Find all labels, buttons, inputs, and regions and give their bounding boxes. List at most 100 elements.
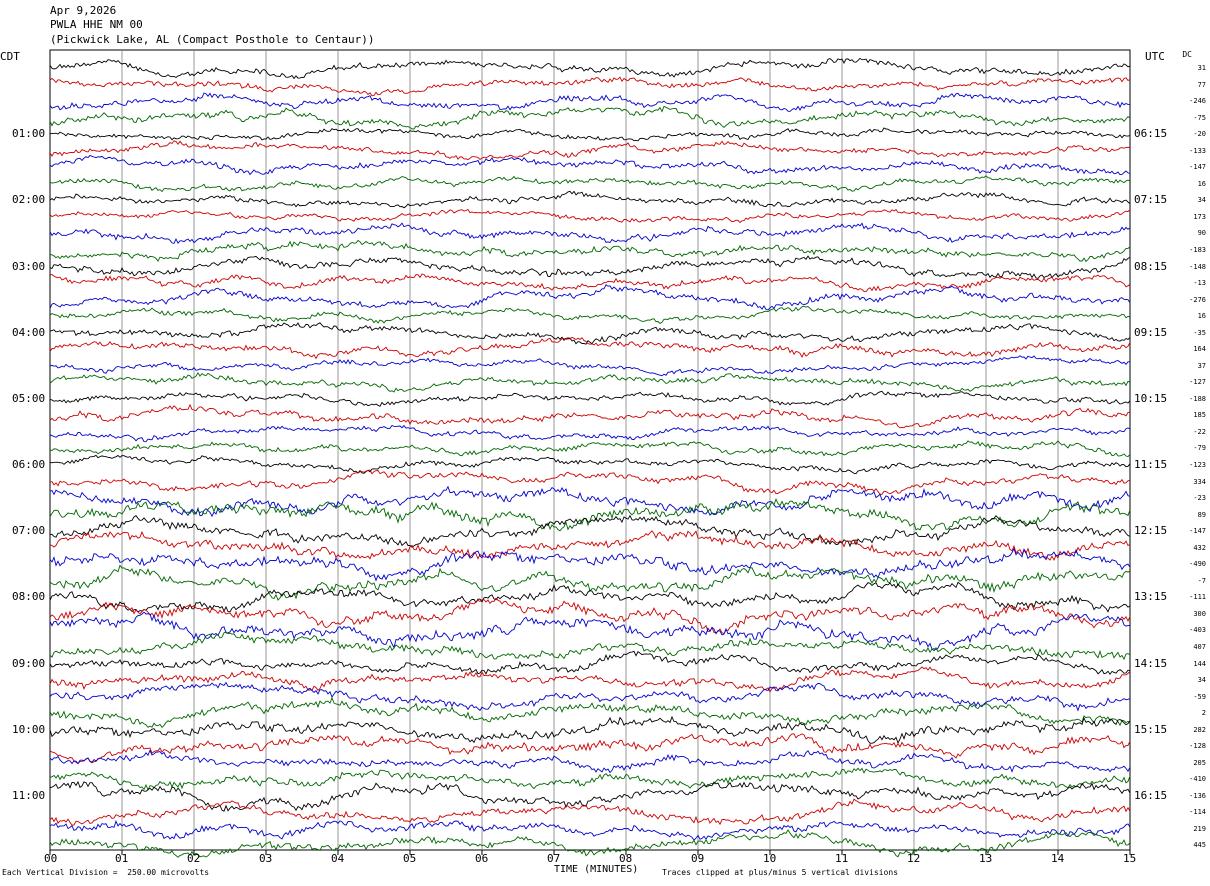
station-location: (Pickwick Lake, AL (Compact Posthole to …: [50, 33, 375, 46]
seismic-trace: [49, 767, 1131, 791]
seismic-trace: [49, 190, 1131, 209]
seismic-trace: [49, 547, 1131, 582]
cdt-hour-label: 10:00: [12, 722, 46, 736]
dc-offset-value: 34: [1197, 196, 1206, 205]
seismic-trace: [49, 514, 1131, 548]
scale-note: Each Vertical Division = 250.00 microvol…: [2, 868, 210, 877]
utc-hour-label: 12:15: [1134, 524, 1168, 538]
cdt-hour-label: 04:00: [12, 325, 46, 339]
seismic-trace: [49, 666, 1131, 693]
seismic-trace: [49, 322, 1131, 345]
x-tick-label: 11: [835, 852, 849, 865]
seismic-trace: [49, 498, 1131, 532]
dc-offset-value: -114: [1189, 808, 1206, 817]
dc-offset-value: -147: [1189, 163, 1206, 172]
x-tick-label: 01: [115, 852, 129, 865]
dc-offset-value: 205: [1193, 758, 1206, 767]
dc-offset-value: -136: [1189, 791, 1206, 800]
seismic-trace: [49, 305, 1131, 324]
cdt-hour-label: 07:00: [12, 524, 46, 538]
seismic-trace: [49, 650, 1131, 675]
seismic-trace: [49, 597, 1131, 635]
dc-offset-value: -111: [1189, 593, 1206, 602]
dc-offset-value: -13: [1193, 279, 1206, 288]
seismic-trace: [49, 336, 1131, 360]
dc-offset-value: 334: [1193, 477, 1206, 486]
utc-hour-label: 07:15: [1134, 193, 1168, 207]
dc-offset-value: 77: [1197, 80, 1206, 89]
dc-offset-value: 90: [1197, 229, 1206, 238]
seismic-trace: [49, 424, 1131, 443]
seismic-trace: [49, 780, 1131, 812]
seismic-trace: [49, 255, 1131, 279]
dc-offset-value: -20: [1193, 130, 1206, 139]
dc-offset-value: -23: [1193, 494, 1206, 503]
cdt-hour-label: 03:00: [12, 259, 46, 273]
seismic-trace: [49, 127, 1131, 142]
seismic-trace: [49, 631, 1131, 661]
x-tick-label: 15: [1123, 852, 1137, 865]
dc-offset-value: -75: [1193, 113, 1206, 122]
cdt-hour-label: 06:00: [12, 458, 46, 471]
x-tick-label: 12: [907, 852, 921, 865]
dc-offset-value: 407: [1193, 642, 1206, 651]
seismic-trace: [49, 403, 1131, 429]
dc-offset-value: 219: [1193, 824, 1206, 833]
seismic-trace: [49, 469, 1131, 495]
dc-offset-value: -79: [1193, 444, 1206, 453]
seismic-trace: [49, 390, 1131, 407]
seismic-trace: [49, 76, 1131, 97]
seismic-trace: [49, 175, 1131, 193]
seismic-trace: [49, 355, 1130, 377]
x-tick-label: 10: [763, 852, 777, 865]
cdt-hour-label: 09:00: [12, 656, 46, 670]
cdt-hour-label: 11:00: [12, 788, 46, 802]
dc-offset-value: -127: [1189, 378, 1206, 387]
utc-hour-label: 14:15: [1134, 656, 1168, 670]
clip-note: Traces clipped at plus/minus 5 vertical …: [662, 868, 899, 877]
dc-offset-value: -410: [1189, 775, 1206, 784]
cdt-hour-label: 01:00: [12, 127, 46, 141]
seismic-trace: [49, 454, 1131, 475]
dc-offset-value: 282: [1193, 725, 1206, 734]
dc-offset-value: -148: [1189, 262, 1206, 271]
cdt-axis-label: CDT: [0, 50, 20, 63]
x-tick-label: 13: [979, 852, 993, 865]
dc-offset-value: 164: [1193, 345, 1206, 354]
x-tick-label: 14: [1051, 852, 1065, 865]
seismic-trace: [49, 749, 1131, 774]
cdt-hour-label: 02:00: [12, 193, 46, 207]
seismic-trace: [49, 372, 1131, 393]
dc-offset-value: -403: [1189, 626, 1206, 635]
dc-offset-value: 300: [1193, 609, 1206, 618]
x-tick-label: 07: [547, 852, 561, 865]
dc-offset-value: -35: [1193, 328, 1206, 337]
dc-offset-value: 144: [1193, 659, 1206, 668]
dc-offset-value: 31: [1197, 64, 1206, 72]
dc-offset-value: 16: [1197, 312, 1206, 321]
seismic-trace: [49, 273, 1131, 293]
seismic-trace: [49, 105, 1131, 130]
utc-axis-label: UTC: [1145, 50, 1165, 63]
seismic-trace: [49, 798, 1131, 826]
dc-offset-value: -276: [1189, 295, 1206, 304]
seismic-trace: [49, 829, 1131, 858]
utc-hour-label: 06:15: [1134, 127, 1168, 141]
station-code: PWLA HHE NM 00: [50, 18, 143, 31]
utc-hour-label: 09:15: [1134, 325, 1168, 339]
dc-offset-value: 89: [1197, 510, 1206, 519]
utc-hour-label: 08:15: [1134, 259, 1168, 273]
seismic-trace: [49, 611, 1131, 651]
dc-offset-value: -490: [1189, 560, 1206, 569]
seismic-trace: [49, 820, 1131, 842]
dc-offset-value: 16: [1197, 179, 1206, 188]
dc-offset-value: -59: [1193, 692, 1206, 701]
dc-offset-value: 185: [1193, 411, 1206, 420]
x-tick-label: 02: [187, 852, 201, 865]
x-tick-label: 08: [619, 852, 633, 865]
x-tick-label: 04: [331, 852, 345, 865]
seismic-trace: [49, 440, 1131, 457]
dc-offset-value: -133: [1189, 146, 1206, 155]
seismic-trace: [49, 530, 1131, 562]
